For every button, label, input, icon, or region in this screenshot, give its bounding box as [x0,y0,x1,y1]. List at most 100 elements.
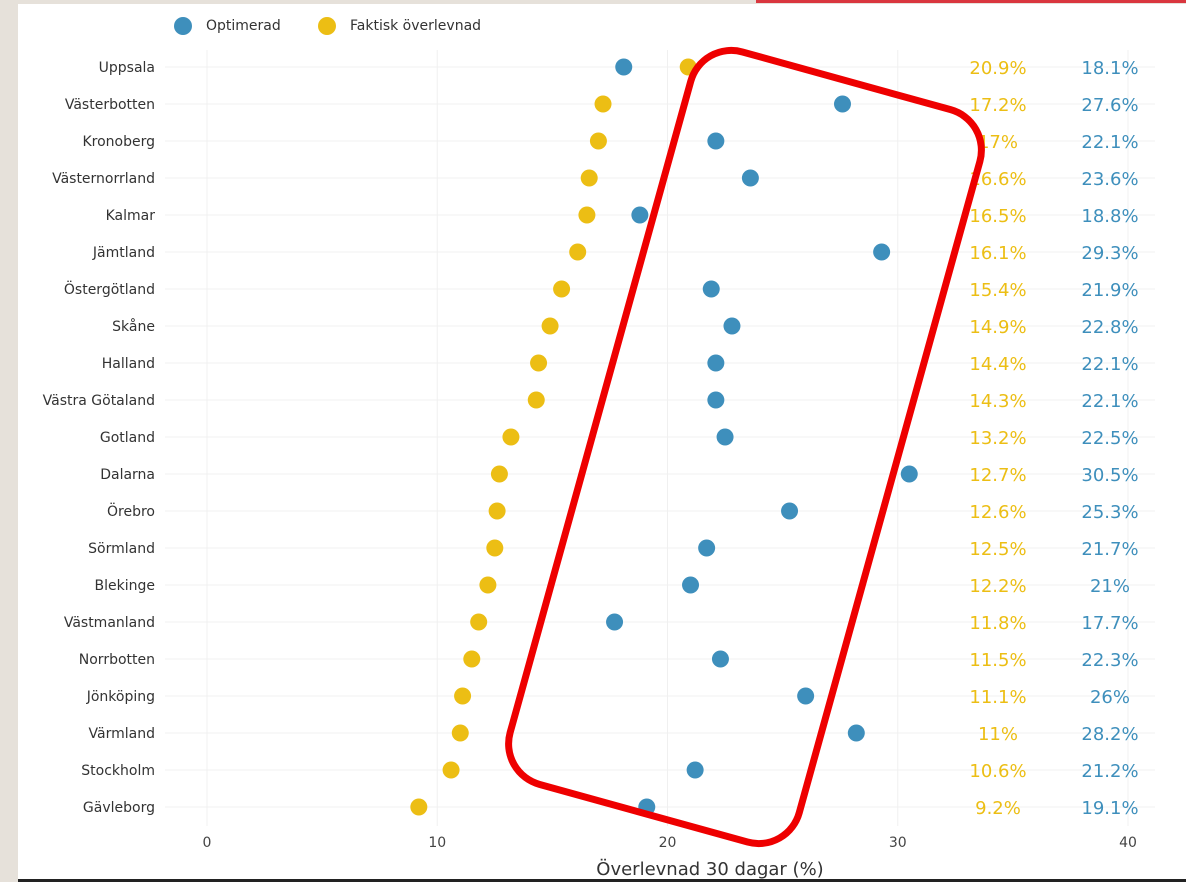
optimized-value-label: 22.1% [1081,354,1138,375]
optimized-point[interactable] [900,465,918,483]
optimized-point[interactable] [741,169,759,187]
optimized-point[interactable] [615,58,633,76]
optimized-point[interactable] [707,132,725,150]
region-label: Norrbotten [79,652,155,668]
optimized-point[interactable] [702,280,720,298]
actual-value-label: 16.6% [969,169,1026,190]
actual-point[interactable] [451,724,469,742]
x-tick-label: 20 [659,835,677,851]
x-tick-label: 10 [428,835,446,851]
optimized-point[interactable] [698,539,716,557]
actual-value-label: 10.6% [969,761,1026,782]
actual-point[interactable] [479,576,497,594]
region-label: Västernorrland [52,171,155,187]
optimized-point[interactable] [723,317,741,335]
legend-optimized-marker [174,17,192,35]
actual-point[interactable] [486,539,504,557]
actual-point[interactable] [527,391,545,409]
actual-point[interactable] [589,132,607,150]
actual-point[interactable] [569,243,587,261]
optimized-point[interactable] [606,613,624,631]
actual-value-label: 15.4% [969,280,1026,301]
optimized-point[interactable] [716,428,734,446]
region-label: Jämtland [92,245,155,261]
actual-value-label: 12.6% [969,502,1026,523]
actual-value-label: 17% [978,132,1018,153]
actual-point[interactable] [594,95,612,113]
optimized-point[interactable] [781,502,799,520]
actual-point[interactable] [578,206,596,224]
highlight-outline [505,46,985,848]
region-label: Östergötland [64,280,155,298]
x-tick-label: 0 [203,835,212,851]
optimized-value-label: 22.8% [1081,317,1138,338]
optimized-value-label: 21.2% [1081,761,1138,782]
x-axis-title: Överlevnad 30 dagar (%) [596,858,823,880]
optimized-value-label: 21% [1090,576,1130,597]
actual-value-label: 12.7% [969,465,1026,486]
optimized-value-label: 22.5% [1081,428,1138,449]
region-label: Skåne [112,318,155,335]
optimized-value-label: 28.2% [1081,724,1138,745]
chart-panel [18,4,1186,880]
optimized-point[interactable] [631,206,649,224]
region-label: Halland [102,356,155,372]
actual-point[interactable] [502,428,520,446]
optimized-point[interactable] [847,724,865,742]
actual-point[interactable] [541,317,559,335]
actual-point[interactable] [410,798,428,816]
optimized-value-label: 25.3% [1081,502,1138,523]
optimized-point[interactable] [686,761,704,779]
actual-value-label: 12.2% [969,576,1026,597]
actual-value-label: 12.5% [969,539,1026,560]
optimized-value-label: 17.7% [1081,613,1138,634]
optimized-point[interactable] [707,391,725,409]
optimized-value-label: 30.5% [1081,465,1138,486]
optimized-value-label: 18.8% [1081,206,1138,227]
optimized-value-label: 22.1% [1081,132,1138,153]
optimized-point[interactable] [873,243,891,261]
actual-point[interactable] [530,354,548,372]
actual-point[interactable] [454,687,472,705]
actual-value-label: 17.2% [969,95,1026,116]
region-label: Gotland [100,430,155,446]
actual-point[interactable] [470,613,488,631]
actual-value-label: 14.9% [969,317,1026,338]
bottom-rule [18,879,1186,882]
legend-optimized[interactable]: Optimerad [174,14,281,38]
optimized-point[interactable] [797,687,815,705]
legend-actual[interactable]: Faktisk överlevnad [318,14,481,38]
optimized-point[interactable] [707,354,725,372]
actual-value-label: 11.1% [969,687,1026,708]
optimized-value-label: 19.1% [1081,798,1138,819]
region-label: Blekinge [95,578,155,594]
region-label: Dalarna [100,467,155,483]
region-label: Kronoberg [82,134,155,150]
optimized-value-label: 21.9% [1081,280,1138,301]
region-label: Jönköping [86,689,155,705]
actual-point[interactable] [488,502,506,520]
actual-value-label: 9.2% [975,798,1021,819]
region-label: Värmland [89,726,155,742]
actual-point[interactable] [553,280,571,298]
region-label: Örebro [107,502,155,520]
actual-point[interactable] [490,465,508,483]
optimized-point[interactable] [711,650,729,668]
optimized-value-label: 26% [1090,687,1130,708]
actual-value-label: 13.2% [969,428,1026,449]
optimized-point[interactable] [833,95,851,113]
actual-point[interactable] [580,169,598,187]
legend-actual-label: Faktisk överlevnad [350,18,482,34]
optimized-point[interactable] [682,576,700,594]
actual-point[interactable] [463,650,481,668]
region-label: Stockholm [81,763,155,779]
actual-value-label: 14.3% [969,391,1026,412]
region-label: Sörmland [88,541,155,557]
optimized-value-label: 29.3% [1081,243,1138,264]
actual-point[interactable] [442,761,460,779]
highlight-annotation [505,46,985,848]
actual-value-label: 11.5% [969,650,1026,671]
optimized-value-label: 21.7% [1081,539,1138,560]
optimized-value-label: 18.1% [1081,58,1138,79]
